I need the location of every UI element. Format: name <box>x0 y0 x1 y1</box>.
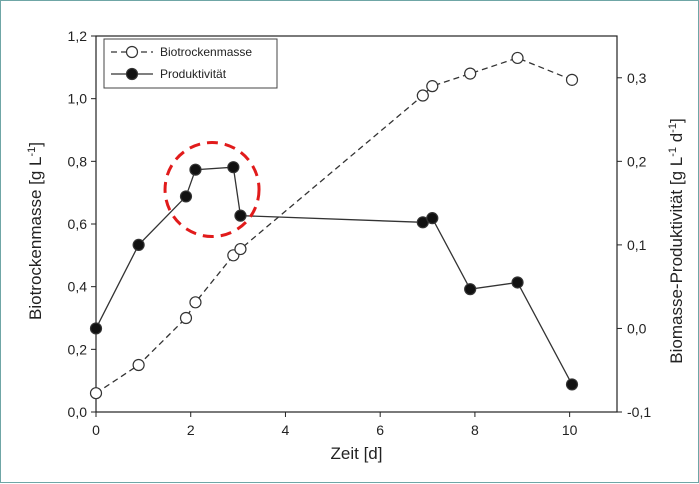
legend-marker-2 <box>125 67 139 81</box>
data-point-series-2 <box>426 212 439 225</box>
x-tick-label: 8 <box>471 422 479 438</box>
data-point-series-2 <box>464 283 477 296</box>
data-point-series-1 <box>189 296 202 309</box>
x-tick-label: 10 <box>562 422 578 438</box>
data-point-series-2 <box>179 190 193 203</box>
series-lines <box>95 57 573 394</box>
highlight-circle <box>163 141 261 239</box>
y-right-tick-label: 0,0 <box>627 320 647 336</box>
x-tick-label: 0 <box>92 422 100 438</box>
y-left-tick-label: 0,8 <box>68 153 88 169</box>
x-axis-label: Zeit [d] <box>331 444 383 463</box>
y-axis-label-right: Biomasse-Produktivität [g L-1 d-1] <box>667 118 686 363</box>
x-tick-label: 6 <box>376 422 384 438</box>
x-tick-label: 4 <box>282 422 290 438</box>
data-point-series-1 <box>565 73 579 86</box>
y-left-tick-label: 0,4 <box>68 279 88 295</box>
data-point-series-2 <box>132 238 145 251</box>
data-point-series-2 <box>511 276 524 289</box>
data-point-series-2 <box>565 378 579 391</box>
data-point-series-1 <box>511 51 524 65</box>
data-point-series-2 <box>89 322 103 335</box>
y-axis-label-left: Biotrockenmasse [g L-1] <box>26 142 45 320</box>
data-point-series-1 <box>234 242 247 256</box>
data-point-series-1 <box>464 67 477 80</box>
data-point-series-2 <box>189 163 202 176</box>
y-right-tick-label: 0,1 <box>627 237 647 253</box>
data-point-series-1 <box>132 358 145 372</box>
y-left-tick-label: 0,0 <box>68 404 88 420</box>
legend-marker-1 <box>125 45 139 59</box>
data-point-series-1 <box>89 387 103 400</box>
series-markers <box>89 51 579 400</box>
x-tick-label: 2 <box>187 422 195 438</box>
y-right-tick-label: 0,3 <box>627 70 647 86</box>
y-right-tick-label: -0,1 <box>627 404 651 420</box>
data-point-series-2 <box>234 209 247 222</box>
data-point-series-1 <box>416 89 429 102</box>
legend: Biotrockenmasse Produktivität <box>103 38 278 89</box>
plot-area-border <box>95 35 618 413</box>
y-left-tick-label: 1,2 <box>68 28 88 44</box>
data-point-series-2 <box>227 161 240 174</box>
y-left-tick-label: 1,0 <box>68 91 88 107</box>
series-line-1 <box>95 57 573 394</box>
y-left-tick-label: 0,2 <box>68 341 88 357</box>
data-point-series-1 <box>426 80 439 93</box>
y-right-tick-label: 0,2 <box>627 153 647 169</box>
legend-label-2: Produktivität <box>160 67 227 81</box>
data-point-series-1 <box>179 311 193 325</box>
tick-layer: 0 2 4 6 8 10 0,0 0,2 0,4 0,6 0,8 1,0 1,2 -0,1 0,0 0,1 0,… <box>68 28 652 438</box>
legend-label-1: Biotrockenmasse <box>160 45 252 59</box>
y-left-tick-label: 0,6 <box>68 216 88 232</box>
